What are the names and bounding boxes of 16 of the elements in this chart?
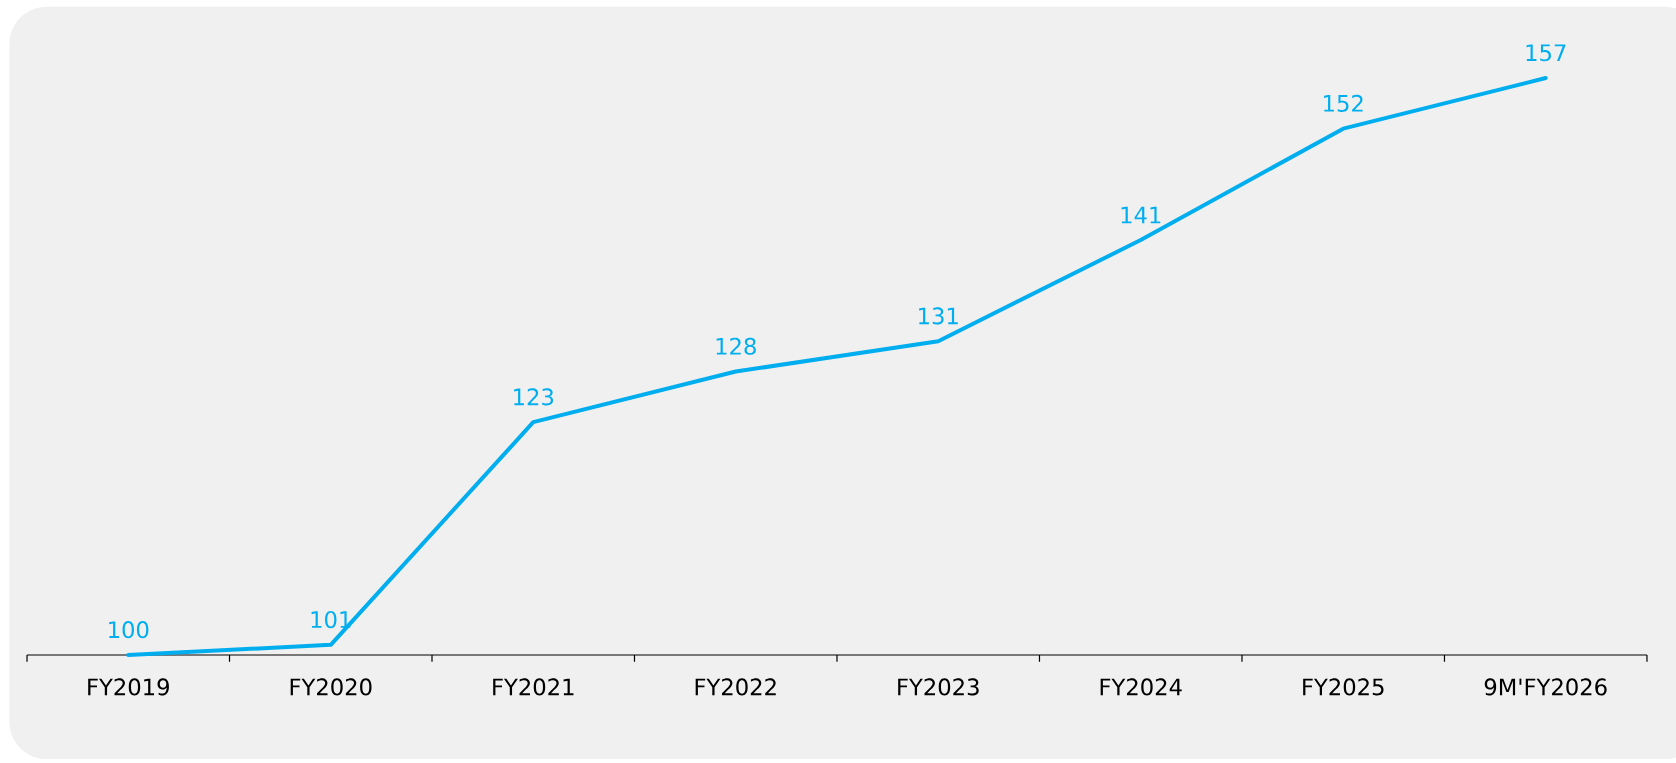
x-tick-label: FY2021 [493, 678, 574, 696]
data-label: 157 [1526, 44, 1566, 62]
x-tick-label: FY2022 [695, 678, 776, 696]
x-tick-label: FY2025 [1303, 678, 1384, 696]
x-tick-label: FY2023 [898, 678, 979, 696]
data-label: 100 [109, 621, 149, 639]
data-label: 141 [1121, 206, 1161, 224]
data-label: 128 [716, 337, 756, 355]
data-label: 101 [311, 611, 351, 629]
x-tick-label: 9M'FY2026 [1484, 678, 1607, 696]
x-tick-label: FY2024 [1100, 678, 1182, 696]
data-label: 152 [1324, 94, 1363, 112]
data-label: 131 [919, 307, 958, 325]
x-tick-label: FY2020 [290, 678, 372, 696]
data-label: 123 [514, 388, 554, 406]
x-tick-label: FY2019 [88, 678, 169, 696]
